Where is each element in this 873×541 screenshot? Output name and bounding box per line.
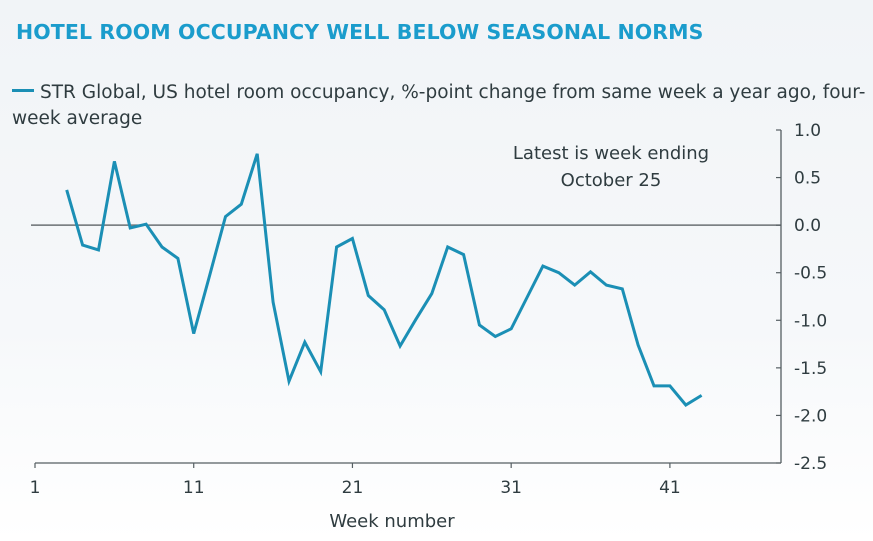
annotation-line-1: Latest is week ending: [513, 143, 709, 164]
annotation-line-2: October 25: [561, 170, 662, 191]
x-tick-label: 11: [183, 478, 205, 498]
x-tick-label: 41: [659, 478, 681, 498]
x-axis-title: Week number: [329, 511, 455, 532]
legend: STR Global, US hotel room occupancy, %-p…: [12, 80, 872, 132]
series-line: [65, 153, 703, 407]
chart-title: HOTEL ROOM OCCUPANCY WELL BELOW SEASONAL…: [16, 20, 704, 44]
y-tick-label: 0.0: [794, 216, 821, 236]
legend-label: STR Global, US hotel room occupancy, %-p…: [12, 82, 866, 129]
legend-swatch: [12, 88, 34, 92]
x-tick-label: 21: [342, 478, 364, 498]
y-tick-label: -1.5: [794, 359, 827, 379]
x-tick-label: 31: [500, 478, 522, 498]
y-tick-label: 0.5: [794, 169, 821, 189]
y-tick-label: -2.5: [794, 454, 827, 474]
y-tick-label: -2.0: [794, 406, 827, 426]
y-tick-label: -0.5: [794, 264, 827, 284]
x-tick-label: 1: [30, 478, 41, 498]
y-tick-label: 1.0: [794, 121, 821, 141]
y-tick-label: -1.0: [794, 311, 827, 331]
